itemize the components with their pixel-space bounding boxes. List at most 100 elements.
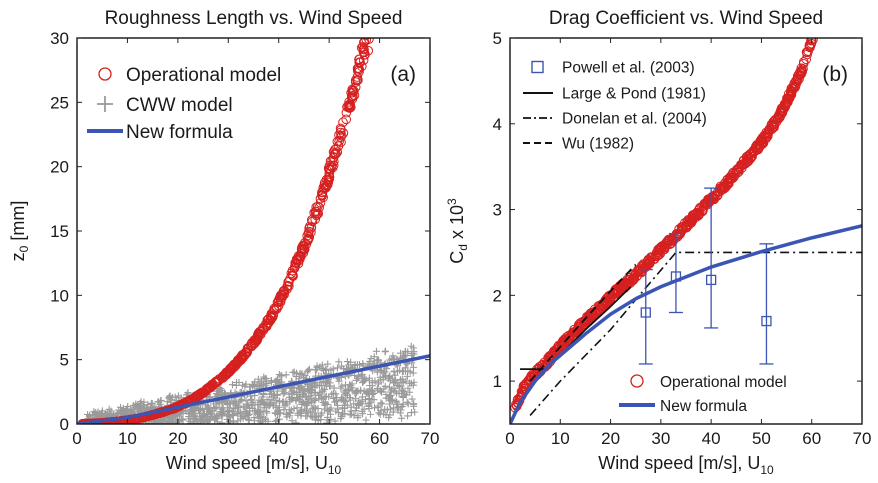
cww-marker [275,397,283,405]
x-tick-label: 50 [320,429,339,448]
cww-marker [262,416,270,424]
operational-marker [348,87,358,98]
operational-marker [609,292,619,302]
operational-marker [207,380,218,391]
cww-marker [242,397,250,405]
operational-marker [242,343,253,354]
operational-marker [698,203,709,213]
cww-marker [365,401,373,409]
operational-marker [345,99,355,110]
plot-area [77,38,430,424]
cww-marker [387,388,395,396]
cww-marker [409,369,417,377]
cww-marker [381,368,389,376]
operational-marker [352,75,362,86]
operational-marker [328,152,339,163]
cww-marker [347,358,355,366]
y-axis-label-subscript: d [456,244,470,251]
cww-marker [281,389,289,397]
cww-marker [371,404,379,412]
panel-b-chart: Drag Coefficient vs. Wind Speed 0 10 20 30 40… [445,8,871,477]
cww-marker [239,414,247,422]
y-tick-label: 5 [493,29,502,48]
operational-marker [218,371,228,381]
cww-marker [325,382,333,390]
cww-marker [305,365,313,373]
x-axis-label-subscript: 10 [328,463,342,477]
operational-marker [226,364,237,375]
panel-label: (a) [390,63,416,86]
operational-marker [317,187,328,197]
cww-marker [297,385,305,393]
x-tick-label: 10 [551,429,570,448]
operational-marker [575,318,586,328]
x-tick-label: 40 [702,429,721,448]
wu-line [529,263,637,382]
x-tick-label: 60 [370,429,389,448]
cww-marker [314,417,322,424]
cww-marker [312,395,320,403]
plot-area [510,38,862,424]
cww-marker [342,397,350,405]
powell-marker [705,274,717,286]
x-tick-label: 70 [853,429,872,448]
chart-title: Drag Coefficient vs. Wind Speed [549,8,823,29]
cww-marker [308,405,316,413]
operational-marker [284,276,294,287]
operational-marker [524,374,534,385]
cww-marker [234,417,242,424]
cww-marker [367,355,375,363]
powell-series [638,187,774,365]
cww-marker [380,385,388,393]
cww-marker [394,403,402,411]
cww-marker [288,417,296,424]
cww-marker [337,384,345,392]
cww-marker [250,414,258,422]
cww-marker [211,405,219,413]
x-tick-label: 0 [72,429,81,448]
x-tick-label: 70 [421,429,440,448]
cww-marker [273,377,281,385]
cww-marker [332,407,340,415]
cww-marker [329,365,337,373]
operational-marker [805,42,815,53]
y-axis-label: z0 [mm] [8,201,31,262]
cww-marker [304,366,312,374]
y-axis-label-main: z [8,252,28,261]
cww-marker [381,348,389,356]
cww-marker [393,368,401,376]
cww-marker [262,374,270,382]
cww-marker [401,364,409,372]
cww-marker [297,408,305,416]
cww-marker [399,378,407,386]
cww-marker [240,403,248,411]
cww-marker [115,406,123,414]
operational-marker [219,372,229,382]
cww-marker [307,412,315,420]
cww-marker [137,398,145,406]
cww-marker [372,347,380,355]
y-tick-label: 30 [50,29,69,48]
cww-marker [102,411,110,419]
operational-marker [310,214,321,225]
cww-marker [393,398,401,406]
y-axis-label-subscript: 0 [17,245,31,252]
cww-marker [278,372,286,380]
cww-marker [265,396,273,404]
cww-marker [207,409,215,417]
operational-marker [275,297,286,307]
cww-marker [377,399,385,407]
cww-marker [93,411,101,419]
operational-marker [202,384,213,394]
operational-marker [573,320,584,330]
cww-marker [302,400,310,408]
x-tick-label: 50 [752,429,771,448]
operational-marker [786,88,796,98]
cww-marker [140,404,148,412]
cww-marker [356,399,364,407]
cww-marker [317,411,325,419]
y-axis-label-superscript: 3 [445,198,459,205]
cww-marker [283,400,291,408]
x-tick-label: 30 [651,429,670,448]
cww-marker [254,401,262,409]
